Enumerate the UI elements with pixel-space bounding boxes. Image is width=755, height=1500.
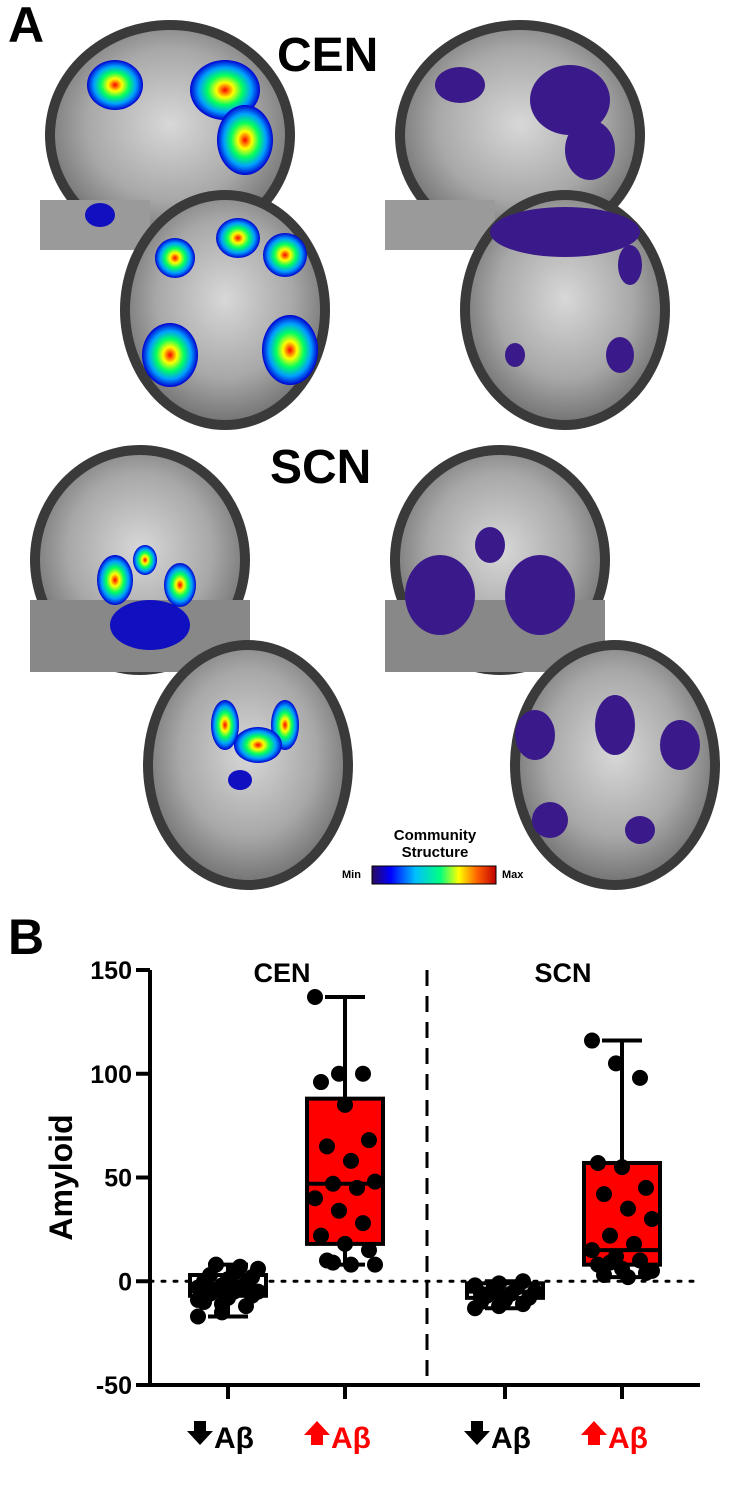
data-point	[331, 1065, 347, 1082]
data-point	[325, 1254, 341, 1271]
data-point	[319, 1138, 335, 1155]
data-point	[190, 1291, 206, 1308]
cen-title: CEN	[277, 29, 379, 82]
panel-b-letter: B	[8, 909, 45, 965]
data-point	[313, 1074, 329, 1091]
colorbar-min-label: Min	[342, 869, 361, 881]
panel-a-letter: A	[8, 0, 45, 53]
y-tick-label: 50	[104, 1165, 132, 1193]
data-point	[626, 1235, 642, 1252]
data-point	[343, 1256, 359, 1273]
down-arrow-icon	[187, 1421, 213, 1445]
data-point	[584, 1242, 600, 1259]
y-tick-label: 150	[90, 957, 132, 985]
data-point	[473, 1285, 489, 1302]
down-arrow-icon	[464, 1421, 490, 1445]
data-point	[367, 1173, 383, 1190]
group-label-cen: CEN	[253, 958, 310, 988]
category-label: Aβ	[331, 1422, 371, 1455]
category-label: Aβ	[608, 1422, 648, 1455]
data-point	[361, 1132, 377, 1149]
data-point	[190, 1308, 206, 1325]
colorbar	[371, 865, 497, 885]
data-point	[602, 1227, 618, 1244]
data-point	[602, 1254, 618, 1271]
data-point	[325, 1175, 341, 1192]
data-point	[608, 1055, 624, 1072]
data-point	[337, 1096, 353, 1113]
colorbar-title-line1: Community	[393, 827, 477, 844]
data-point	[343, 1152, 359, 1169]
colorbar-max-label: Max	[502, 869, 524, 881]
data-point	[250, 1283, 266, 1300]
y-tick-label: -50	[96, 1372, 132, 1400]
y-tick-label: 0	[118, 1268, 132, 1296]
colorbar-title-line2: Structure	[401, 844, 469, 861]
scn-coronal-right	[385, 445, 610, 675]
data-point	[349, 1179, 365, 1196]
scn-axial-left	[143, 640, 353, 890]
box	[305, 1096, 385, 1246]
category-label: Aβ	[491, 1422, 531, 1455]
y-tick-label: 100	[90, 1061, 132, 1089]
data-point	[584, 1032, 600, 1049]
data-point	[367, 1256, 383, 1273]
data-point	[250, 1260, 266, 1277]
data-point	[337, 1235, 353, 1252]
amyloid-box-plot: -50 0 50 100 150 Amyloid CEN SCN Aβ Aβ Aβ Aβ	[43, 957, 702, 1455]
data-point	[497, 1289, 513, 1306]
up-arrow-icon	[304, 1421, 330, 1445]
data-point	[632, 1069, 648, 1086]
colorbar-title: Community Structure	[360, 827, 510, 861]
brain-images	[30, 20, 720, 890]
data-point	[214, 1296, 230, 1313]
data-point	[620, 1200, 636, 1217]
data-point	[614, 1159, 630, 1176]
data-point	[527, 1283, 543, 1300]
cen-axial-left	[120, 190, 330, 430]
data-point	[355, 1215, 371, 1232]
y-axis-label: Amyloid	[43, 1114, 79, 1240]
cen-axial-right	[460, 190, 670, 430]
up-arrow-icon	[581, 1421, 607, 1445]
data-point	[590, 1154, 606, 1171]
data-point	[515, 1273, 531, 1290]
data-point	[232, 1258, 248, 1275]
data-point	[355, 1065, 371, 1082]
cen-sagittal-left	[40, 20, 295, 250]
data-point	[361, 1242, 377, 1259]
data-point	[313, 1227, 329, 1244]
scn-title: SCN	[270, 441, 372, 494]
scn-coronal-left	[30, 445, 250, 675]
category-label: Aβ	[214, 1422, 254, 1455]
data-point	[596, 1186, 612, 1203]
group-label-scn: SCN	[534, 958, 591, 988]
data-point	[632, 1252, 648, 1269]
data-point	[491, 1275, 507, 1292]
data-point	[638, 1179, 654, 1196]
data-point	[620, 1269, 636, 1286]
scn-axial-right	[510, 640, 720, 890]
data-point	[331, 1202, 347, 1219]
data-point	[644, 1262, 660, 1279]
data-point	[307, 1190, 323, 1207]
data-point	[208, 1256, 224, 1273]
data-point	[307, 988, 323, 1005]
data-point	[644, 1211, 660, 1227]
data-point	[596, 1267, 612, 1284]
